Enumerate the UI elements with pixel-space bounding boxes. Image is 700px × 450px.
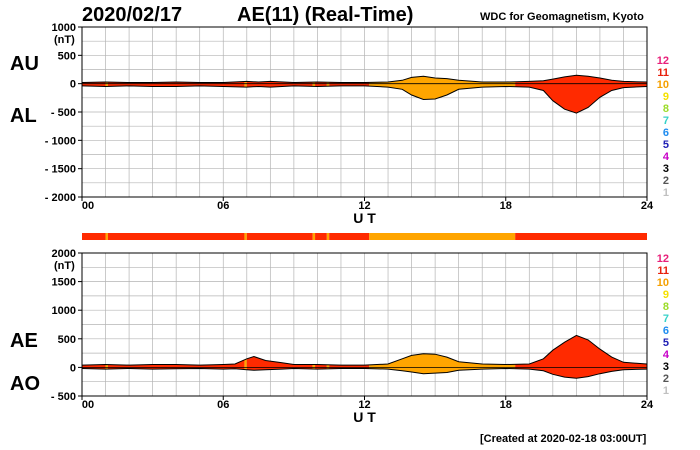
index-label-ae: AE [10, 330, 38, 352]
y-tick-label: - 500 [51, 391, 76, 403]
created-timestamp: [Created at 2020-02-18 03:00UT] [480, 433, 647, 445]
legend-number: 8 [663, 103, 669, 115]
x-tick-label: 18 [500, 200, 512, 212]
station-bar-segment [246, 233, 313, 240]
chart-date: 2020/02/17 [82, 4, 183, 26]
y-tick-label: 500 [58, 50, 76, 62]
index-label-al: AL [10, 105, 37, 127]
legend-number: 6 [663, 325, 669, 337]
series-line-au [81, 74, 648, 84]
y-tick-label: 2000 [52, 248, 76, 260]
legend-number: 7 [663, 115, 669, 127]
x-tick-label: 00 [82, 200, 94, 212]
chart-title: AE(11) (Real-Time) [237, 4, 414, 26]
series-line-ae [81, 334, 648, 366]
legend-number: 1 [663, 187, 669, 199]
y-tick-label: - 500 [51, 107, 76, 119]
legend-number: 10 [657, 79, 669, 91]
station-bar-segment [369, 233, 516, 240]
legend-number: 4 [663, 349, 670, 361]
x-axis-label: U T [353, 210, 376, 226]
station-bar-segment [326, 233, 330, 240]
legend-number: 2 [663, 373, 669, 385]
station-bar-segment [315, 233, 327, 240]
y-tick-label: 1000 [52, 305, 76, 317]
x-tick-label: 12 [358, 399, 370, 411]
series-line-ao [81, 367, 648, 379]
station-bar-segment [329, 233, 370, 240]
station-bar-segment [82, 233, 106, 240]
x-tick-label: 12 [358, 200, 370, 212]
station-bar-segment [107, 233, 245, 240]
legend-number: 4 [663, 151, 670, 163]
legend-number: 5 [663, 139, 669, 151]
legend-number: 8 [663, 301, 669, 313]
y-unit-label: (nT) [54, 34, 75, 46]
legend-number: 12 [657, 253, 669, 265]
legend-number: 7 [663, 313, 669, 325]
x-axis-label: U T [353, 409, 376, 425]
y-tick-label: - 1500 [45, 164, 76, 176]
legend-number: 10 [657, 277, 669, 289]
legend-number: 3 [663, 361, 669, 373]
series-line-al [81, 85, 648, 114]
data-source: WDC for Geomagnetism, Kyoto [480, 11, 644, 23]
legend-number: 12 [657, 55, 669, 67]
legend-number: 11 [657, 67, 669, 79]
x-tick-label: 18 [500, 399, 512, 411]
index-label-au: AU [10, 53, 39, 75]
y-unit-label: (nT) [54, 260, 75, 272]
legend-number: 6 [663, 127, 669, 139]
y-tick-label: 500 [58, 334, 76, 346]
legend-number: 5 [663, 337, 669, 349]
station-bar-segment [244, 233, 247, 240]
x-tick-label: 06 [217, 200, 229, 212]
legend-number: 2 [663, 175, 669, 187]
x-tick-label: 24 [641, 399, 654, 411]
legend-number: 1 [663, 385, 669, 397]
station-bar-segment [105, 233, 108, 240]
y-tick-label: 0 [70, 362, 76, 374]
y-tick-label: 1000 [52, 22, 76, 34]
x-tick-label: 06 [217, 399, 229, 411]
x-tick-label: 24 [641, 200, 654, 212]
x-tick-label: 00 [82, 399, 94, 411]
station-bar-segment [312, 233, 316, 240]
y-tick-label: - 1000 [45, 135, 76, 147]
legend-number: 9 [663, 91, 669, 103]
legend-number: 11 [657, 265, 669, 277]
y-tick-label: 0 [70, 79, 76, 91]
legend-number: 3 [663, 163, 669, 175]
y-tick-label: - 2000 [45, 192, 76, 204]
y-tick-label: 1500 [52, 277, 76, 289]
station-bar-segment [515, 233, 647, 240]
legend-number: 9 [663, 289, 669, 301]
index-label-ao: AO [10, 373, 40, 395]
